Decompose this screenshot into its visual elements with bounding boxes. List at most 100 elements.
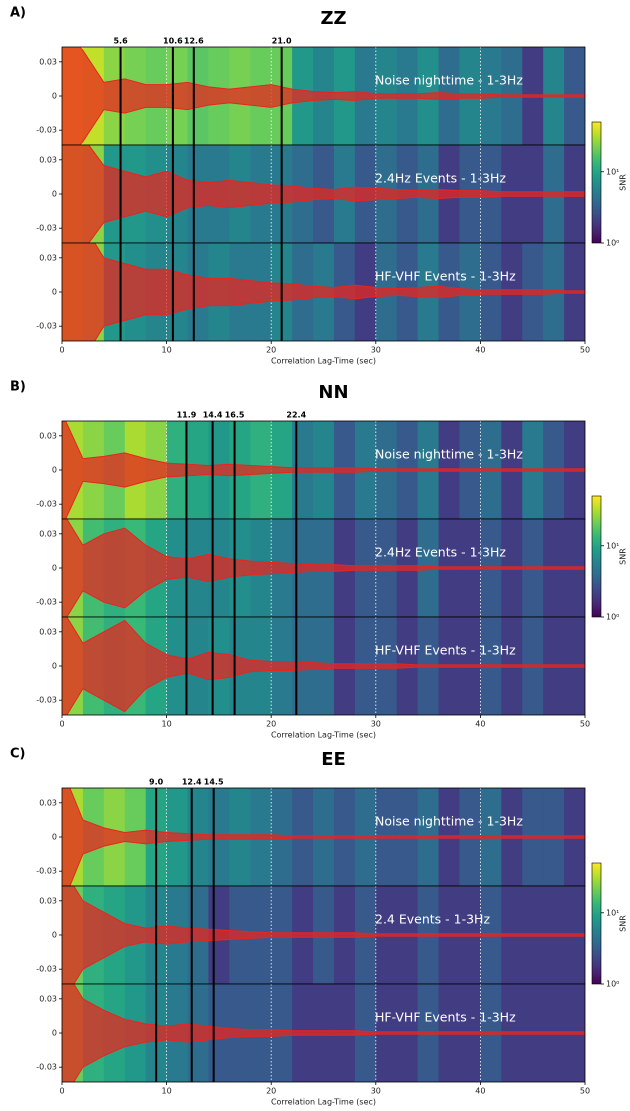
waveform-band [62, 617, 585, 715]
marker-label: 14.4 [203, 411, 223, 420]
x-tick-label: 0 [59, 720, 64, 729]
waveform-band [62, 519, 585, 617]
marker-label: 9.0 [149, 778, 164, 787]
x-tick-label: 0 [59, 1087, 64, 1096]
y-tick-label: -0.03 [36, 598, 57, 607]
marker-label: 12.4 [182, 778, 202, 787]
series-label: Noise nighttime - 1-3Hz [375, 73, 523, 88]
y-tick-label: 0 [52, 931, 57, 940]
colorbar-label: SNR [619, 915, 628, 932]
x-tick-label: 30 [371, 1087, 381, 1096]
y-tick-label: 0 [52, 466, 57, 475]
x-axis-label: Correlation Lag-Time (sec) [271, 357, 376, 366]
subplot [62, 47, 585, 145]
x-axis-label: Correlation Lag-Time (sec) [271, 1098, 376, 1107]
y-tick-label: -0.03 [36, 224, 57, 233]
panel-title: ZZ [320, 8, 346, 29]
y-tick-label: 0.03 [39, 627, 57, 636]
waveform-upper [65, 421, 585, 470]
colorbar [591, 495, 602, 618]
waveform-lower [66, 666, 585, 715]
x-tick-label: 10 [162, 346, 172, 355]
x-tick-label: 50 [580, 720, 590, 729]
y-tick-label: 0 [52, 662, 57, 671]
y-tick-label: -0.03 [36, 1063, 57, 1072]
waveform-upper [73, 886, 585, 935]
y-tick-label: -0.03 [36, 965, 57, 974]
marker-label: 11.9 [177, 411, 197, 420]
panel-label: C) [10, 747, 25, 762]
colorbar [591, 121, 602, 244]
subplot [62, 243, 585, 341]
subplot [62, 519, 585, 617]
x-tick-label: 0 [59, 346, 64, 355]
waveform-lower [79, 96, 585, 145]
marker-label: 10.6 [163, 37, 183, 46]
y-tick-label: 0.03 [39, 994, 57, 1003]
subplot [62, 886, 585, 984]
x-axis-label: Correlation Lag-Time (sec) [271, 731, 376, 740]
x-tick-label: 50 [580, 346, 590, 355]
y-tick-label: 0 [52, 288, 57, 297]
y-tick-label: 0.03 [39, 253, 57, 262]
subplot [62, 984, 585, 1082]
colorbar-tick-label: 10¹ [606, 908, 619, 917]
y-tick-label: 0 [52, 92, 57, 101]
y-tick-label: 0.03 [39, 57, 57, 66]
x-tick-label: 30 [371, 720, 381, 729]
subplot [62, 421, 585, 519]
waveform-band [62, 47, 585, 145]
subplot [62, 145, 585, 243]
marker-label: 21.0 [272, 37, 292, 46]
colorbar-tick-label: 10¹ [606, 541, 619, 550]
waveform-lower [65, 470, 585, 519]
x-tick-label: 40 [475, 346, 485, 355]
marker-label: 14.5 [204, 778, 224, 787]
y-tick-label: 0 [52, 564, 57, 573]
waveform-upper [94, 243, 585, 292]
subplot [62, 617, 585, 715]
y-tick-label: -0.03 [36, 867, 57, 876]
series-label: HF-VHF Events - 1-3Hz [375, 643, 516, 658]
marker-label: 22.4 [286, 411, 306, 420]
y-tick-label: 0.03 [39, 431, 57, 440]
colorbar-tick-label: 10⁰ [606, 980, 619, 989]
colorbar [591, 862, 602, 985]
waveform-lower [69, 837, 585, 886]
panel-label: A) [10, 6, 26, 21]
waveform-upper [66, 617, 585, 666]
y-tick-label: 0.03 [39, 896, 57, 905]
colorbar-tick-label: 10⁰ [606, 239, 619, 248]
y-tick-label: 0 [52, 190, 57, 199]
y-tick-label: 0.03 [39, 798, 57, 807]
x-tick-label: 20 [266, 720, 276, 729]
y-tick-label: 0 [52, 1029, 57, 1038]
series-label: HF-VHF Events - 1-3Hz [375, 1010, 516, 1025]
colorbar-tick-label: 10¹ [606, 167, 619, 176]
waveform-upper [69, 788, 585, 837]
x-tick-label: 40 [475, 1087, 485, 1096]
waveform-band [62, 984, 585, 1082]
waveform-band [62, 788, 585, 886]
series-label: Noise nighttime - 1-3Hz [375, 814, 523, 829]
waveform-lower [73, 1033, 585, 1082]
y-tick-label: 0.03 [39, 529, 57, 538]
series-label: HF-VHF Events - 1-3Hz [375, 269, 516, 284]
series-label: 2.4Hz Events - 1-3Hz [375, 545, 506, 560]
waveform-lower [66, 568, 585, 617]
x-tick-label: 10 [162, 720, 172, 729]
waveform-upper [88, 145, 585, 193]
waveform-upper [73, 984, 585, 1033]
y-tick-label: -0.03 [36, 500, 57, 509]
waveform-upper [66, 519, 585, 568]
marker-label: 5.6 [113, 37, 128, 46]
subplot [62, 788, 585, 886]
panel-title: NN [318, 382, 348, 403]
x-tick-label: 50 [580, 1087, 590, 1096]
y-tick-label: 0 [52, 833, 57, 842]
y-tick-label: -0.03 [36, 322, 57, 331]
x-tick-label: 40 [475, 720, 485, 729]
x-tick-label: 30 [371, 346, 381, 355]
y-tick-label: -0.03 [36, 126, 57, 135]
